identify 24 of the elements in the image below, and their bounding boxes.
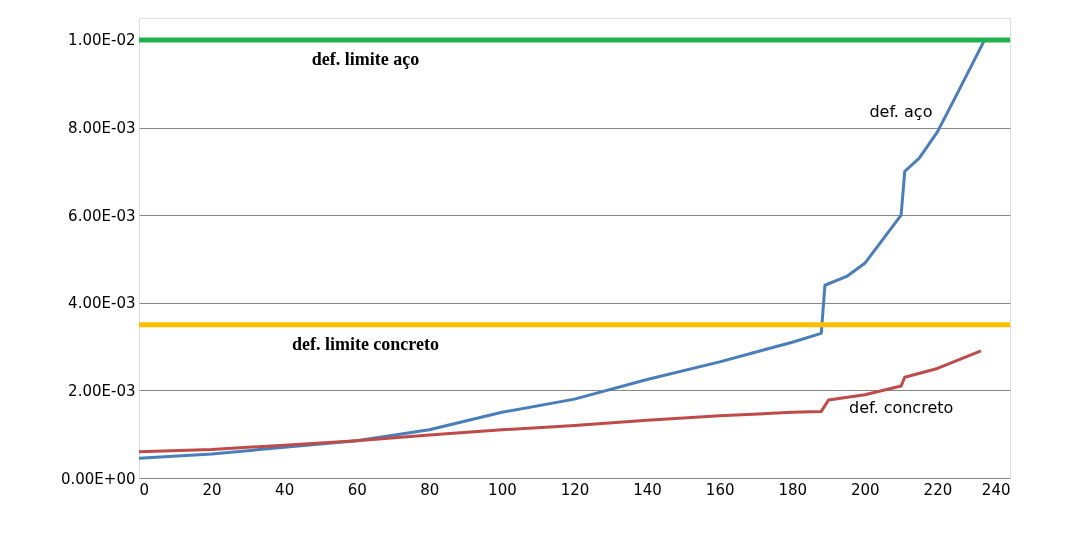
y-tick-label: 0.00E+00 [60, 469, 136, 488]
x-tick-label: 160 [705, 480, 735, 499]
ref-line-label: def. limite concreto [291, 333, 440, 354]
y-tick-label: 1.00E-02 [68, 31, 136, 50]
y-tick-label: 2.00E-03 [68, 381, 136, 400]
x-tick-label: 80 [420, 480, 440, 499]
x-tick-label: 220 [923, 480, 953, 499]
ref-line-label: def. limite aço [311, 48, 420, 69]
y-tick-label: 4.00E-03 [68, 294, 136, 313]
x-tick-label: 180 [778, 480, 808, 499]
x-tick-label: 140 [633, 480, 662, 499]
x-tick-label: 20 [202, 480, 222, 499]
x-tick-label: 40 [275, 480, 295, 499]
x-tick-label: 240 [981, 480, 1011, 499]
x-tick-label: 120 [560, 480, 590, 499]
y-tick-label: 8.00E-03 [68, 119, 136, 138]
line-series [137, 349, 983, 454]
x-tick-label: 60 [347, 480, 367, 499]
x-tick-label: 0 [139, 480, 150, 499]
x-tick-label: 200 [851, 480, 880, 499]
x-tick-label: 100 [488, 480, 517, 499]
series-label: def. concreto [848, 398, 954, 417]
y-tick-label: 6.00E-03 [68, 206, 136, 225]
series-label: def. aço [869, 101, 933, 121]
